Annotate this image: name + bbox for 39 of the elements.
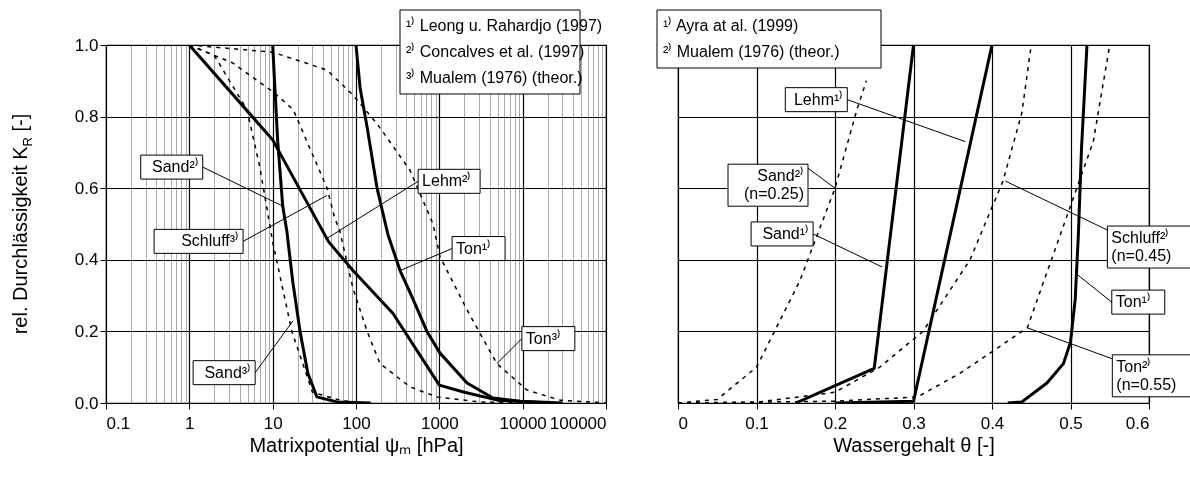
annotation: Sand³⁾ xyxy=(204,362,252,381)
annotation: Ton³⁾ xyxy=(525,328,561,347)
annotation: Lehm²⁾ xyxy=(422,171,472,190)
x-tick-label: 100000 xyxy=(549,413,607,433)
annotation: Ton¹⁾ xyxy=(456,238,492,257)
annotation: Sand¹⁾ xyxy=(762,223,810,242)
annotation: Ton¹⁾ xyxy=(1115,292,1151,311)
annotation: Schluff²⁾ (n=0.45) xyxy=(1111,228,1172,265)
x-tick-label: 0.1 xyxy=(106,413,131,433)
annotation: Sand²⁾ xyxy=(152,157,199,176)
x-tick-label: 1000 xyxy=(420,413,459,433)
y-tick-label: 1.0 xyxy=(74,35,99,55)
annotation: Lehm¹⁾ xyxy=(793,89,844,108)
x-tick-label: 0.5 xyxy=(1059,413,1083,433)
x-tick-label: 10 xyxy=(263,413,283,433)
y-tick-label: 0.2 xyxy=(74,321,99,341)
y-tick-label: 0.4 xyxy=(74,250,99,270)
text: ¹⁾ Ayra at al. (1999) xyxy=(663,16,799,34)
x-tick-label: 0.4 xyxy=(980,413,1005,433)
x-tick-label: 0.6 xyxy=(1125,413,1150,433)
x-tick-label: 0.2 xyxy=(823,413,848,433)
y-tick-label: 0.6 xyxy=(74,178,99,198)
annotation: ³⁾ Mualem (1976) (theor.) xyxy=(406,68,583,86)
x-tick-label: 0.3 xyxy=(902,413,926,433)
annotation: ²⁾ Concalves et al. (1997) xyxy=(406,42,585,60)
x-tick-label: 100 xyxy=(342,413,371,433)
y-tick-label: 0.8 xyxy=(74,107,99,127)
annotation: ²⁾ Mualem (1976) (theor.) xyxy=(663,42,840,60)
text: ¹⁾ Leong u. Rahardjo (1997) xyxy=(406,16,603,34)
x-axis-title: Wassergehalt θ [-] xyxy=(833,433,995,456)
annotation: Ton²⁾ (n=0.55) xyxy=(1116,356,1177,393)
annotation: Sand²⁾ (n=0.25) xyxy=(743,166,804,203)
x-tick-label: 1 xyxy=(185,413,195,433)
x-tick-label: 0 xyxy=(678,413,688,433)
x-axis-title: Matrixpotential ψₘ [hPa] xyxy=(249,433,464,456)
x-tick-label: 10000 xyxy=(499,413,547,433)
x-tick-label: 0.1 xyxy=(745,413,769,433)
y-tick-label: 0.0 xyxy=(74,393,99,413)
annotation: Schluff³⁾ xyxy=(181,231,240,250)
